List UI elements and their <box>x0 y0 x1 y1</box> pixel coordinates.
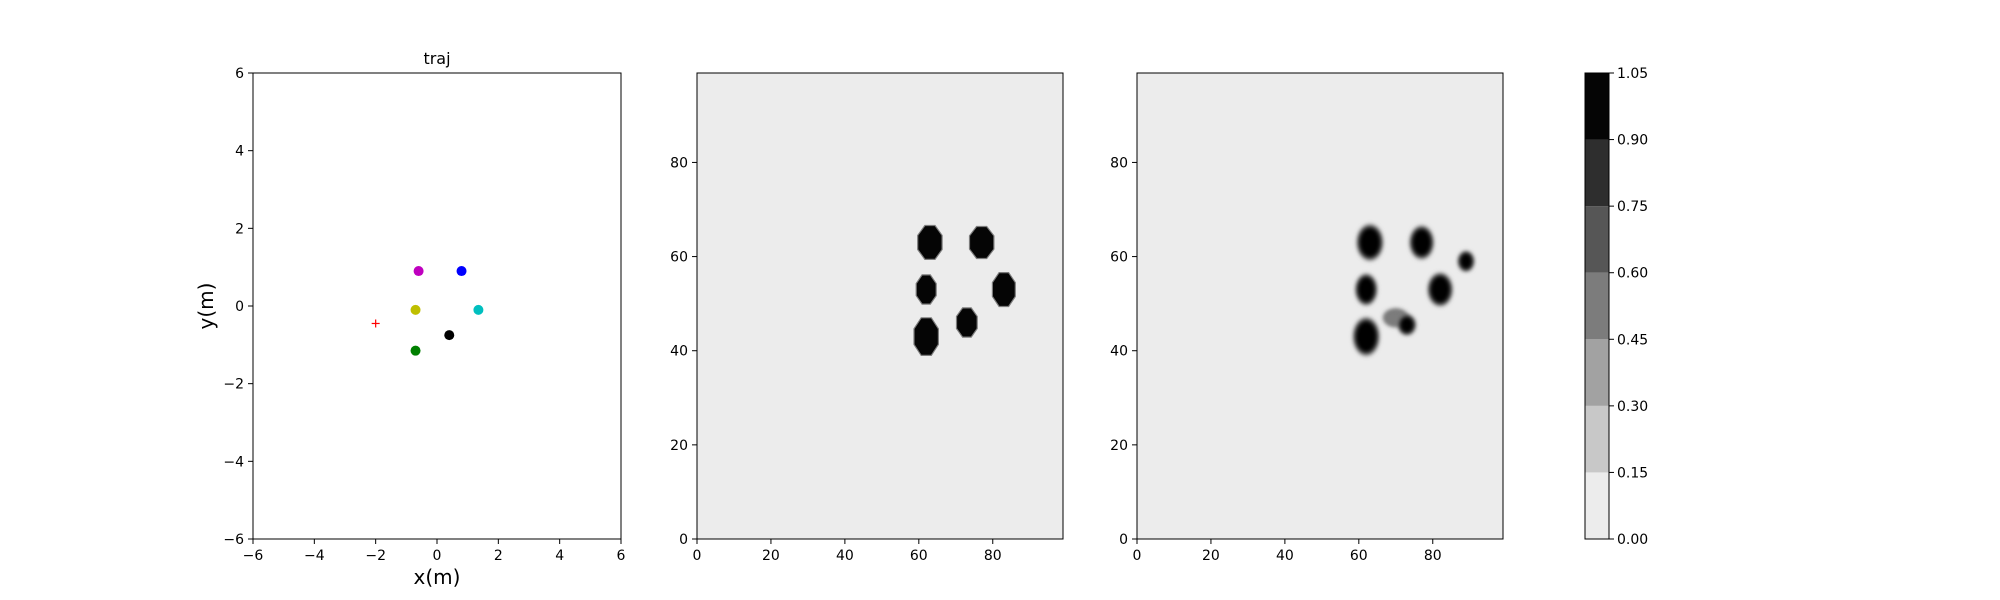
x-tick-label: 20 <box>762 548 780 564</box>
y-tick-label: −6 <box>223 532 244 548</box>
y-tick-label: −2 <box>223 377 244 393</box>
x-tick-label: 6 <box>617 548 626 564</box>
y-tick-label: 40 <box>1110 344 1128 360</box>
x-tick-label: 60 <box>910 548 928 564</box>
trajectory-x-ticks: −6 −4 −2 0 2 4 6 <box>243 539 626 564</box>
y-tick-label: 2 <box>235 221 244 237</box>
x-tick-label: 60 <box>1350 548 1368 564</box>
colorbar-frame <box>1584 72 1610 540</box>
map-blob <box>917 224 943 260</box>
colorbar-tick-label: 0.45 <box>1617 332 1648 348</box>
trajectory-point <box>473 304 484 315</box>
trajectory-plus-marker <box>371 319 380 328</box>
colorbar-band <box>1585 206 1609 273</box>
map-2-y-ticks: 0 20 40 60 80 <box>1110 155 1137 548</box>
x-tick-label: 80 <box>984 548 1002 564</box>
colorbar-tick-label: 0.60 <box>1617 266 1648 282</box>
y-tick-label: 20 <box>670 438 688 454</box>
y-tick-label: 60 <box>1110 250 1128 266</box>
x-tick-label: 40 <box>836 548 854 564</box>
trajectory-point <box>456 266 467 277</box>
x-tick-label: −6 <box>243 548 264 564</box>
y-tick-label: 80 <box>670 155 688 171</box>
map-1-x-ticks: 0 20 40 60 80 <box>693 539 1002 564</box>
x-tick-label: 2 <box>494 548 503 564</box>
map-2-x-ticks: 0 20 40 60 80 <box>1133 539 1442 564</box>
trajectory-point <box>410 304 421 315</box>
colorbar-band <box>1585 405 1609 473</box>
y-tick-label: 0 <box>235 299 244 315</box>
colorbar-band <box>1585 272 1609 340</box>
colorbar-band <box>1585 139 1609 207</box>
colorbar-tick-label: 0.15 <box>1617 465 1648 481</box>
trajectory-panel: −6 −4 −2 0 2 4 6 −6 −4 −2 0 2 4 6 traj x(m) y(m) <box>194 49 626 589</box>
map-blob <box>913 317 940 356</box>
occupancy-map-panel-1: 0 20 40 60 80 0 20 40 60 80 <box>670 72 1064 564</box>
colorbar-tick-label: 0.75 <box>1617 199 1648 215</box>
trajectory-title: traj <box>423 49 450 68</box>
map-blob <box>1353 317 1380 356</box>
x-tick-label: 20 <box>1202 548 1220 564</box>
map-blob <box>955 307 978 338</box>
x-tick-label: 4 <box>555 548 564 564</box>
colorbar-tick-label: 1.05 <box>1617 66 1648 82</box>
map-2-frame <box>1136 72 1504 540</box>
y-tick-label: 80 <box>1110 155 1128 171</box>
map-blob <box>1356 224 1384 261</box>
trajectory-y-ticks: −6 −4 −2 0 2 4 6 <box>223 66 253 548</box>
map-blob <box>991 272 1016 308</box>
trajectory-plot-area <box>253 73 621 539</box>
x-tick-label: 0 <box>1133 548 1142 564</box>
colorbar-tick-label: 0.30 <box>1617 399 1648 415</box>
y-tick-label: 6 <box>235 66 244 82</box>
map-2-blobs <box>1353 224 1475 356</box>
map-2-background <box>1137 73 1503 539</box>
y-tick-label: 0 <box>679 532 688 548</box>
x-tick-label: 0 <box>693 548 702 564</box>
colorbar-tick-label: 0.90 <box>1617 133 1648 149</box>
trajectory-points <box>371 266 484 356</box>
map-1-blobs <box>913 224 1016 356</box>
trajectory-y-axis-label: y(m) <box>194 283 218 330</box>
trajectory-point <box>413 266 424 277</box>
trajectory-x-axis-label: x(m) <box>414 565 461 589</box>
x-tick-label: −2 <box>365 548 386 564</box>
colorbar-band <box>1585 73 1609 140</box>
x-tick-label: 80 <box>1424 548 1442 564</box>
y-tick-label: 0 <box>1119 532 1128 548</box>
map-blob <box>1355 273 1377 306</box>
map-blob <box>1458 251 1475 272</box>
map-blob <box>1398 314 1416 335</box>
colorbar: 0.00 0.15 0.30 0.45 0.60 0.75 0.90 1.05 <box>1584 66 1648 548</box>
y-tick-label: 20 <box>1110 438 1128 454</box>
y-tick-label: −4 <box>223 454 244 470</box>
map-blob <box>1409 225 1434 260</box>
x-tick-label: 0 <box>433 548 442 564</box>
colorbar-ticks: 0.00 0.15 0.30 0.45 0.60 0.75 0.90 1.05 <box>1609 66 1648 548</box>
map-blob <box>968 225 995 260</box>
colorbar-band <box>1585 472 1609 539</box>
y-tick-label: 60 <box>670 250 688 266</box>
colorbar-bands <box>1585 73 1609 539</box>
trajectory-point <box>410 345 421 356</box>
colorbar-band <box>1585 339 1609 406</box>
map-1-y-ticks: 0 20 40 60 80 <box>670 155 697 548</box>
map-blob <box>915 274 937 305</box>
occupancy-map-panel-2: 0 20 40 60 80 0 20 40 60 80 <box>1110 72 1504 564</box>
colorbar-tick-label: 0.00 <box>1617 532 1648 548</box>
map-blob <box>1427 272 1453 307</box>
x-tick-label: 40 <box>1276 548 1294 564</box>
y-tick-label: 4 <box>235 144 244 160</box>
map-1-frame <box>696 72 1064 540</box>
trajectory-point <box>444 330 455 341</box>
x-tick-label: −4 <box>304 548 325 564</box>
y-tick-label: 40 <box>670 344 688 360</box>
